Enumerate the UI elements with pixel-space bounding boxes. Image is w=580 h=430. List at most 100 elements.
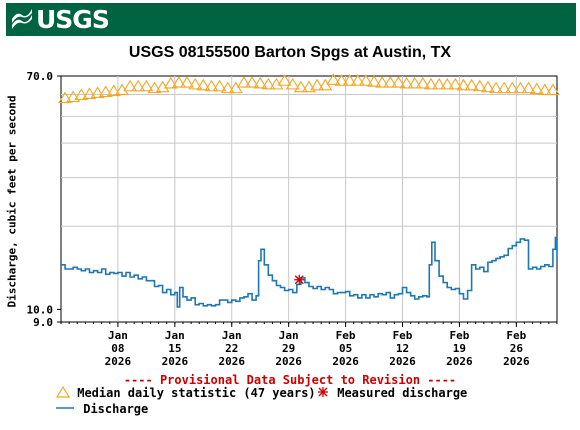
discharge-series-line xyxy=(61,236,558,308)
x-tick-label: 22 xyxy=(225,342,238,355)
header-bar: USGS xyxy=(6,3,576,36)
legend-median-label: Median daily statistic (47 years) xyxy=(77,386,316,400)
x-tick-label: Jan xyxy=(165,329,185,342)
median-triangle-marker xyxy=(74,88,89,101)
x-tick-label: 05 xyxy=(339,342,352,355)
median-triangle-marker xyxy=(448,77,463,90)
median-triangle-marker xyxy=(432,77,447,90)
x-tick-label: 08 xyxy=(111,342,124,355)
median-triangle-marker xyxy=(204,79,219,92)
median-triangle-marker xyxy=(521,81,536,94)
median-triangle-marker xyxy=(415,76,430,89)
median-triangle-marker xyxy=(407,76,422,89)
x-tick-label: 2026 xyxy=(446,355,473,368)
median-triangle-marker xyxy=(480,80,495,93)
median-triangle-marker xyxy=(188,77,203,90)
y-tick-label: 70.0 xyxy=(27,70,54,83)
x-tick-label: 12 xyxy=(396,342,409,355)
median-triangle-marker xyxy=(293,80,308,93)
median-triangle-marker xyxy=(383,75,398,88)
median-triangle-marker xyxy=(196,78,211,91)
legend-discharge-label: Discharge xyxy=(83,402,149,416)
x-tick-label: 15 xyxy=(168,342,181,355)
x-tick-label: Jan xyxy=(222,329,242,342)
legend-measured: Measured discharge xyxy=(316,386,467,400)
median-triangle-marker xyxy=(489,81,503,94)
median-triangle-marker xyxy=(131,79,146,92)
median-triangle-marker xyxy=(58,91,73,104)
x-tick-label: 2026 xyxy=(105,355,132,368)
x-tick-label: 2026 xyxy=(389,355,416,368)
median-triangle-marker xyxy=(310,78,325,91)
x-tick-label: 2026 xyxy=(219,355,246,368)
header-banner: USGS xyxy=(0,0,580,36)
median-triangle-marker xyxy=(529,82,544,95)
x-tick-label: Jan xyxy=(279,329,299,342)
median-triangle-marker xyxy=(391,75,406,88)
median-triangle-marker xyxy=(472,79,487,92)
median-triangle-marker xyxy=(440,77,455,90)
median-triangle-marker xyxy=(236,75,251,88)
median-triangle-marker xyxy=(66,90,81,103)
median-triangle-marker xyxy=(82,87,97,100)
usgs-logo-text: USGS xyxy=(36,5,110,34)
median-triangle-marker xyxy=(326,73,341,85)
median-triangle-marker xyxy=(253,76,268,89)
median-triangle-marker xyxy=(456,78,471,91)
x-tick-label: 2026 xyxy=(332,355,359,368)
median-triangle-marker xyxy=(106,84,121,97)
median-triangle-marker xyxy=(171,75,186,88)
legend-median: Median daily statistic (47 years) xyxy=(55,385,316,400)
median-triangle-marker xyxy=(350,74,365,86)
median-triangle-marker xyxy=(423,77,438,90)
median-triangle-marker xyxy=(98,85,113,98)
median-triangle-marker xyxy=(505,81,520,94)
median-triangle-marker xyxy=(163,76,178,89)
triangle-marker-icon xyxy=(55,385,71,398)
median-triangle-marker xyxy=(464,78,479,91)
median-triangle-marker xyxy=(545,83,560,96)
x-tick-label: 2026 xyxy=(275,355,302,368)
y-tick-label: 9.0 xyxy=(33,316,53,329)
median-triangle-marker xyxy=(180,75,195,88)
x-tick-label: Jan xyxy=(108,329,128,342)
median-triangle-marker xyxy=(375,75,390,88)
median-triangle-marker xyxy=(228,81,243,94)
x-tick-label: Feb xyxy=(449,329,469,342)
x-tick-label: Feb xyxy=(336,329,356,342)
median-triangle-marker xyxy=(399,76,414,89)
median-triangle-marker xyxy=(334,74,349,86)
x-tick-label: 2026 xyxy=(503,355,530,368)
median-triangle-marker xyxy=(358,74,373,86)
measured-discharge-marker xyxy=(294,274,305,285)
median-triangle-marker xyxy=(342,74,357,86)
x-tick-label: 29 xyxy=(282,342,295,355)
median-triangle-marker xyxy=(261,77,276,90)
legend-measured-label: Measured discharge xyxy=(337,386,468,400)
chart-title: USGS 08155500 Barton Spgs at Austin, TX xyxy=(128,44,452,61)
x-tick-label: 2026 xyxy=(162,355,189,368)
asterisk-marker-icon xyxy=(318,387,328,397)
median-triangle-marker xyxy=(367,75,382,87)
median-triangle-marker xyxy=(497,81,512,94)
y-tick-label: 10.0 xyxy=(27,303,54,316)
median-triangle-marker xyxy=(513,81,528,94)
median-triangle-marker xyxy=(302,80,316,93)
x-tick-label: Feb xyxy=(506,329,526,342)
usgs-logo-icon xyxy=(12,9,32,29)
median-triangle-marker xyxy=(220,81,235,94)
median-triangle-marker xyxy=(537,83,552,96)
x-tick-label: Feb xyxy=(393,329,413,342)
median-triangle-marker xyxy=(277,74,292,86)
median-triangle-marker xyxy=(285,77,300,90)
median-triangle-marker xyxy=(90,86,105,99)
x-tick-label: 19 xyxy=(453,342,466,355)
median-triangle-marker xyxy=(212,79,227,92)
legend-discharge: Discharge xyxy=(56,402,148,416)
median-triangle-marker xyxy=(123,79,138,92)
line-marker-icon xyxy=(56,407,74,409)
x-tick-label: 26 xyxy=(510,342,524,355)
median-triangle-marker xyxy=(139,79,154,92)
provisional-notice: ---- Provisional Data Subject to Revisio… xyxy=(123,373,457,387)
